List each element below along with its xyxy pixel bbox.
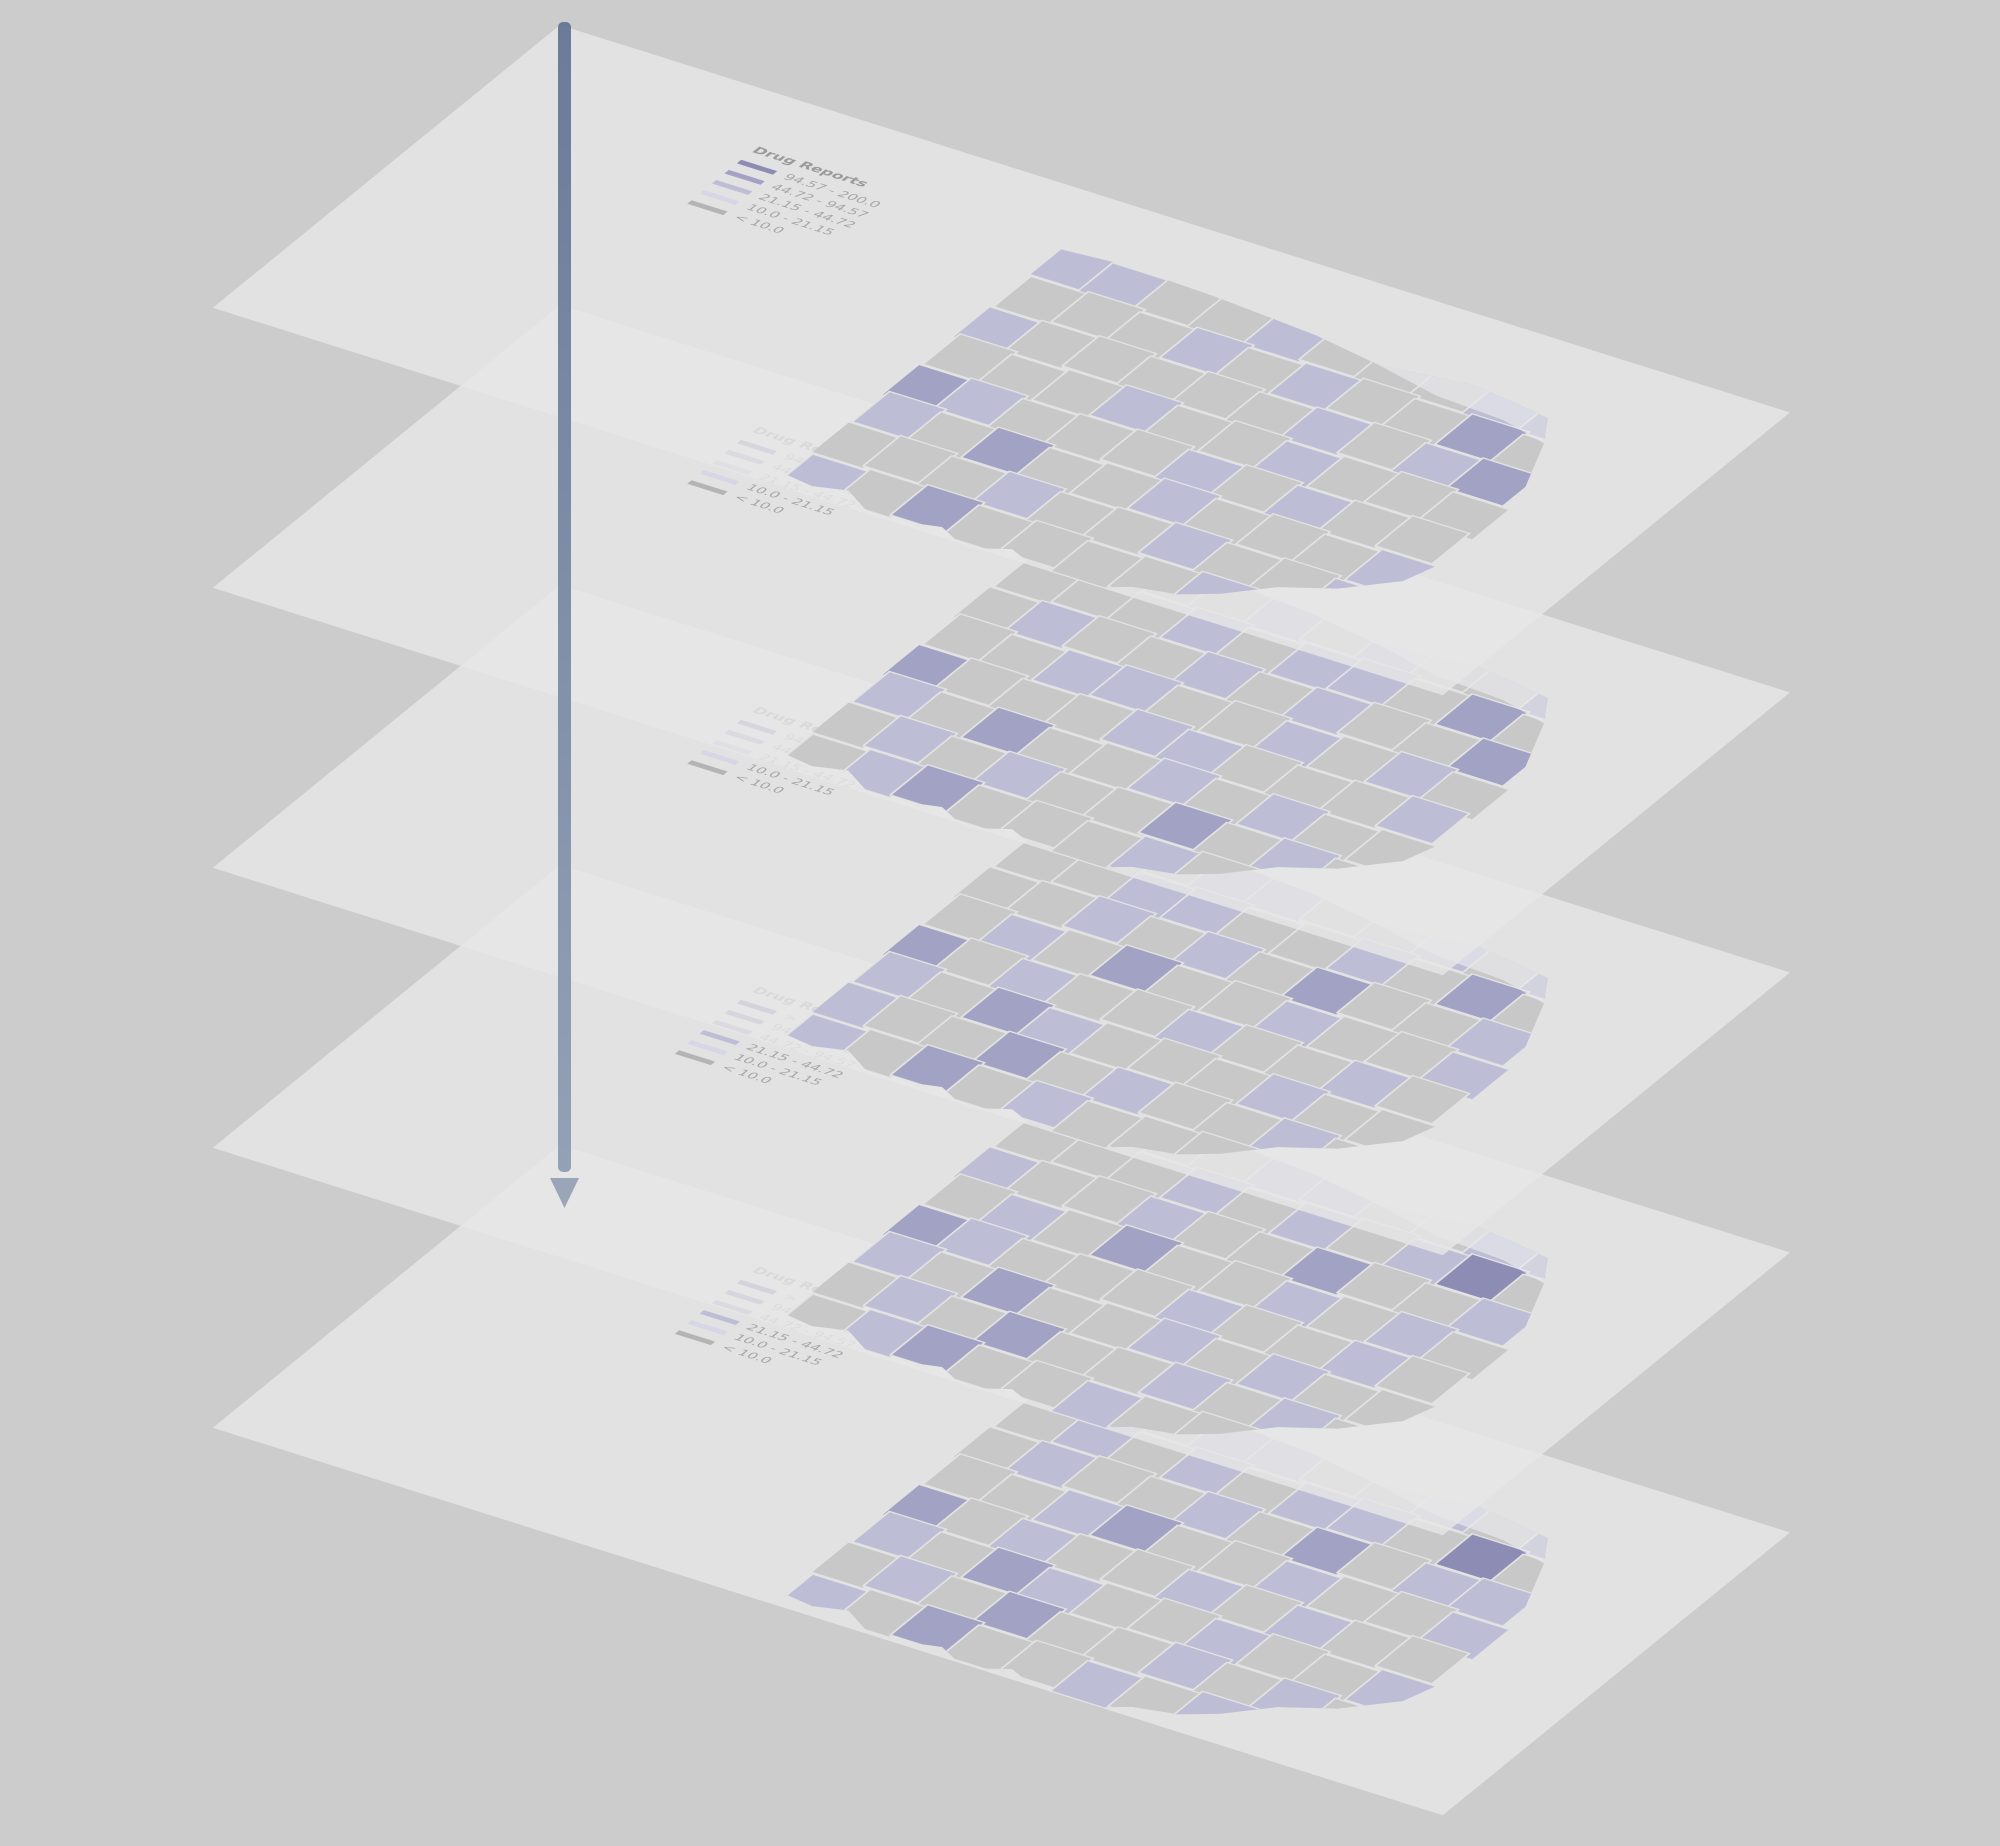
county bbox=[1444, 1017, 1542, 1068]
county bbox=[1444, 1577, 1542, 1628]
map-layers: Drug Reports> 200.094.57 - 200.044.72 - … bbox=[212, 25, 1790, 1816]
legend-swatch bbox=[674, 1330, 716, 1346]
county bbox=[1373, 1634, 1472, 1685]
legend-swatch bbox=[687, 760, 728, 776]
legend-swatch bbox=[699, 190, 740, 205]
legend-swatch bbox=[699, 1030, 740, 1045]
legend-swatch bbox=[736, 159, 778, 175]
county bbox=[1444, 1297, 1542, 1348]
legend-swatch bbox=[699, 750, 740, 765]
county bbox=[1444, 457, 1542, 508]
legend-swatch bbox=[687, 200, 728, 216]
time-flow-arrow bbox=[550, 22, 579, 1208]
legend-swatch bbox=[687, 1320, 728, 1336]
arrow-down-icon bbox=[550, 1178, 579, 1208]
county bbox=[1373, 1354, 1472, 1405]
map-layer: Drug Reports> 200.094.57 - 200.044.72 - … bbox=[212, 1145, 1790, 1816]
arrow-shaft bbox=[558, 22, 571, 1172]
legend-swatch bbox=[687, 1040, 728, 1056]
county bbox=[1373, 514, 1472, 565]
legend-swatch bbox=[674, 1050, 716, 1066]
legend-swatch bbox=[699, 470, 740, 485]
county bbox=[1444, 737, 1542, 788]
legend-swatch bbox=[687, 480, 728, 496]
lake-erie-shore bbox=[1377, 364, 1548, 444]
legend-swatch bbox=[712, 180, 753, 195]
legend-swatch bbox=[724, 169, 765, 185]
legend-swatch bbox=[699, 1310, 740, 1325]
county bbox=[1373, 794, 1472, 845]
county bbox=[1373, 1074, 1472, 1125]
